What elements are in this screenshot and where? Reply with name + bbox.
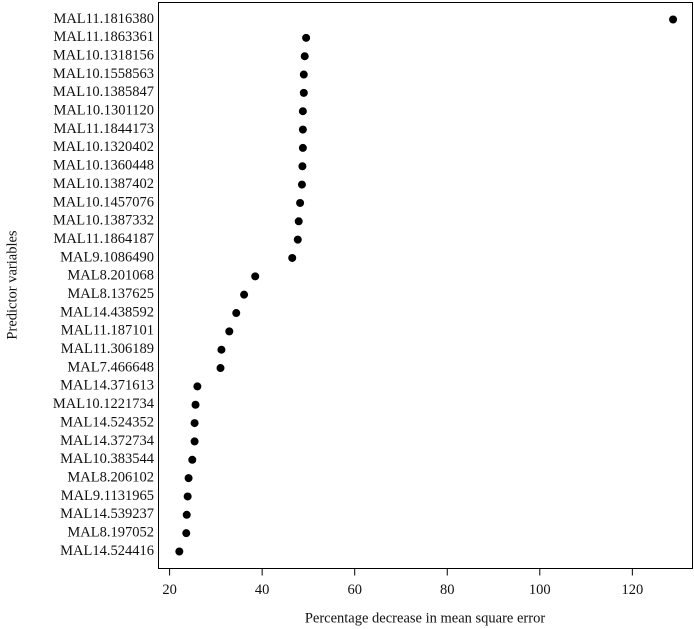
y-tick-label: MAL8.206102 (67, 469, 154, 485)
y-tick-label: MAL8.201068 (67, 268, 154, 284)
dot (300, 52, 309, 61)
y-tick-label: MAL9.1131965 (61, 488, 154, 504)
dot (240, 290, 249, 299)
y-tick-label: MAL10.1457076 (53, 194, 154, 210)
y-tick-label: MAL10.1387332 (53, 213, 154, 229)
dot (299, 88, 308, 97)
y-tick-label: MAL10.1318156 (53, 48, 154, 64)
dot (183, 492, 192, 501)
dot (302, 33, 311, 42)
x-tick-label: 20 (162, 582, 177, 598)
y-tick-label: MAL10.1558563 (53, 66, 154, 82)
y-tick-label: MAL10.1385847 (53, 84, 154, 100)
y-tick-label: MAL14.524416 (60, 543, 154, 559)
y-tick-label: MAL11.1863361 (53, 29, 154, 45)
x-tick-label: 100 (529, 582, 551, 598)
dot (216, 364, 225, 373)
y-tick-label: MAL7.466648 (67, 359, 154, 375)
dot (293, 235, 302, 244)
dot (298, 143, 307, 152)
y-tick-label: MAL11.306189 (61, 341, 154, 357)
dot (182, 529, 191, 538)
y-tick-label: MAL14.539237 (60, 506, 154, 522)
dot (190, 419, 199, 428)
y-tick-label: MAL9.1086490 (60, 249, 154, 265)
dot (288, 253, 297, 262)
plot-frame (158, 2, 693, 569)
y-axis-label: Predictor variables (4, 230, 20, 339)
dot (669, 15, 678, 24)
dot (184, 474, 193, 483)
y-tick-label: MAL14.438592 (60, 304, 154, 320)
y-tick-label: MAL14.524352 (60, 414, 154, 430)
y-tick-label: MAL14.372734 (60, 433, 155, 449)
y-tick-label: MAL14.371613 (60, 378, 154, 394)
y-tick-label: MAL10.1221734 (53, 396, 155, 412)
dot (298, 107, 307, 116)
dot (217, 345, 226, 354)
dot (190, 437, 199, 446)
dot (297, 180, 306, 189)
y-tick-label: MAL11.187101 (61, 323, 154, 339)
y-tick-label: MAL11.1816380 (53, 11, 154, 27)
dot (298, 125, 307, 134)
dot (191, 400, 200, 409)
dot (296, 198, 305, 207)
dot (298, 162, 307, 171)
x-tick-label: 40 (255, 582, 270, 598)
x-tick-label: 120 (621, 582, 643, 598)
dot (188, 455, 197, 464)
x-tick-label: 60 (347, 582, 362, 598)
y-tick-label: MAL11.1864187 (53, 231, 154, 247)
dot (251, 272, 260, 281)
y-tick-label: MAL10.1360448 (53, 158, 154, 174)
x-tick-label: 80 (440, 582, 455, 598)
y-tick-label: MAL10.1387402 (53, 176, 154, 192)
dot (182, 510, 191, 519)
x-axis-label: Percentage decrease in mean square error (305, 610, 545, 626)
dot (232, 309, 241, 318)
dot (299, 70, 308, 79)
dot (225, 327, 234, 336)
y-tick-label: MAL11.1844173 (53, 121, 154, 137)
dot (193, 382, 202, 391)
y-tick-label: MAL10.383544 (60, 451, 155, 467)
dot (175, 547, 184, 556)
y-tick-label: MAL10.1320402 (53, 139, 154, 155)
y-tick-label: MAL8.137625 (67, 286, 154, 302)
y-tick-label: MAL8.197052 (67, 524, 154, 540)
y-tick-label: MAL10.1301120 (53, 103, 154, 119)
dot (294, 217, 303, 226)
